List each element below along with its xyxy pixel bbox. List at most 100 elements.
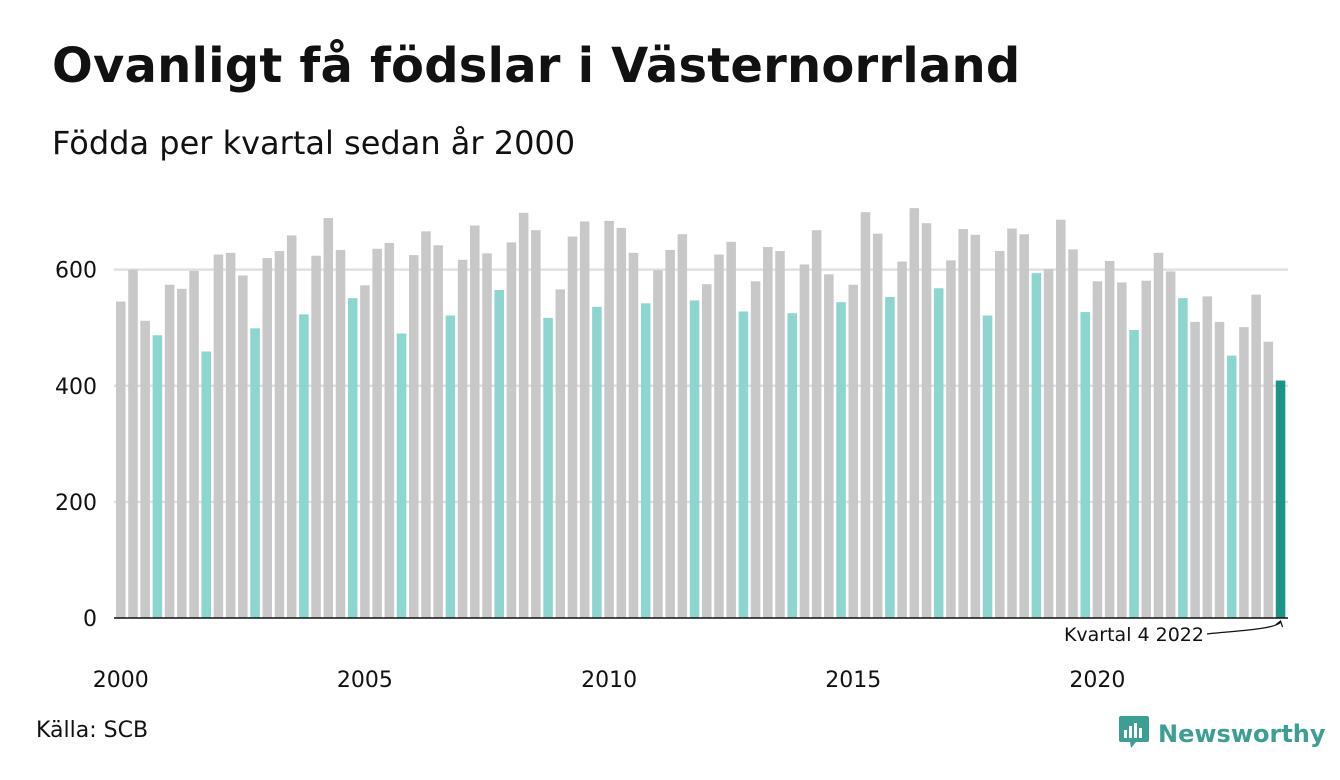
bars (116, 208, 1286, 619)
bar (1239, 327, 1249, 618)
bar (836, 302, 846, 618)
bar (933, 288, 944, 618)
bar (775, 251, 785, 618)
bar (543, 317, 553, 618)
bar (824, 274, 834, 618)
bar (299, 314, 309, 618)
bar (860, 212, 871, 618)
bar (531, 230, 541, 618)
bar (433, 245, 443, 618)
bar (567, 236, 578, 618)
bar (482, 253, 492, 618)
bar (787, 313, 797, 618)
bar (726, 241, 736, 619)
bar (1080, 312, 1090, 618)
bar (128, 269, 138, 618)
x-axis-tick-labels: 2000 2005 2010 2015 2020 (93, 668, 1126, 693)
bar (421, 231, 431, 618)
bar (897, 261, 907, 618)
bar (213, 254, 224, 618)
y-axis-tick-labels: 0 200 400 600 (55, 259, 97, 632)
bar (116, 301, 126, 618)
bar (750, 281, 761, 618)
bar (995, 251, 1005, 618)
bar (1214, 321, 1225, 618)
bar (1226, 355, 1237, 618)
bar (1251, 294, 1261, 618)
bar (1275, 380, 1286, 618)
x-tick-label: 2000 (93, 668, 149, 693)
bar (396, 333, 407, 618)
bar (311, 255, 321, 619)
x-tick-label: 2020 (1069, 668, 1125, 693)
bar (506, 242, 517, 618)
bar (445, 315, 456, 618)
brand-name: Newsworthy (1158, 720, 1326, 748)
bar (347, 298, 358, 618)
bar (714, 254, 724, 618)
bar (1263, 341, 1274, 618)
bar (518, 212, 529, 618)
newsworthy-logo-icon (1118, 714, 1150, 754)
bar (1202, 296, 1213, 618)
bar (1031, 273, 1042, 618)
bar (189, 270, 199, 618)
bar (1190, 321, 1200, 618)
bar (921, 223, 932, 618)
bar (885, 296, 895, 618)
bar (616, 227, 627, 618)
y-tick-label: 0 (83, 607, 97, 632)
bar (555, 289, 566, 618)
chart-title: Ovanligt få födslar i Västernorrland (52, 38, 1021, 94)
bar (1056, 219, 1066, 619)
bar (958, 229, 968, 618)
bar (238, 275, 248, 618)
bar (494, 289, 504, 618)
bar (1092, 281, 1103, 618)
bar (1068, 249, 1078, 618)
bar (274, 251, 285, 618)
bar (409, 255, 419, 618)
bar (970, 234, 981, 618)
bar (384, 242, 395, 618)
brand-logo[interactable]: Newsworthy (1118, 714, 1326, 754)
bar (604, 220, 614, 618)
bar (702, 284, 712, 618)
bar (640, 303, 651, 618)
bar (677, 234, 688, 618)
bar (360, 285, 370, 618)
bar (1117, 282, 1127, 618)
bar (1043, 269, 1054, 618)
bar (250, 328, 260, 618)
annotation-arrow (1206, 619, 1284, 635)
bar (909, 208, 920, 618)
y-tick-label: 600 (55, 259, 97, 284)
bar (1141, 280, 1152, 618)
annotation: Kvartal 4 2022 (1064, 619, 1284, 646)
source-credit: Källa: SCB (36, 718, 149, 743)
bar (177, 288, 187, 618)
gridlines (114, 268, 1288, 504)
bar (665, 249, 675, 618)
x-tick-label: 2010 (581, 668, 637, 693)
bar (848, 284, 859, 618)
bar (286, 235, 297, 618)
bar (457, 259, 468, 618)
bar (653, 270, 663, 618)
bar (738, 311, 749, 618)
bar (201, 351, 211, 618)
bar (1007, 228, 1017, 618)
chart-subtitle: Födda per kvartal sedan år 2000 (52, 124, 576, 162)
bar (225, 252, 236, 618)
bar (982, 315, 993, 618)
bar (164, 284, 175, 618)
bar (1129, 330, 1139, 618)
bar (763, 247, 773, 618)
bar (799, 264, 810, 618)
bar (140, 320, 150, 618)
bar (152, 335, 163, 618)
x-tick-label: 2015 (825, 668, 881, 693)
y-tick-label: 400 (55, 375, 97, 400)
y-tick-label: 200 (55, 491, 97, 516)
